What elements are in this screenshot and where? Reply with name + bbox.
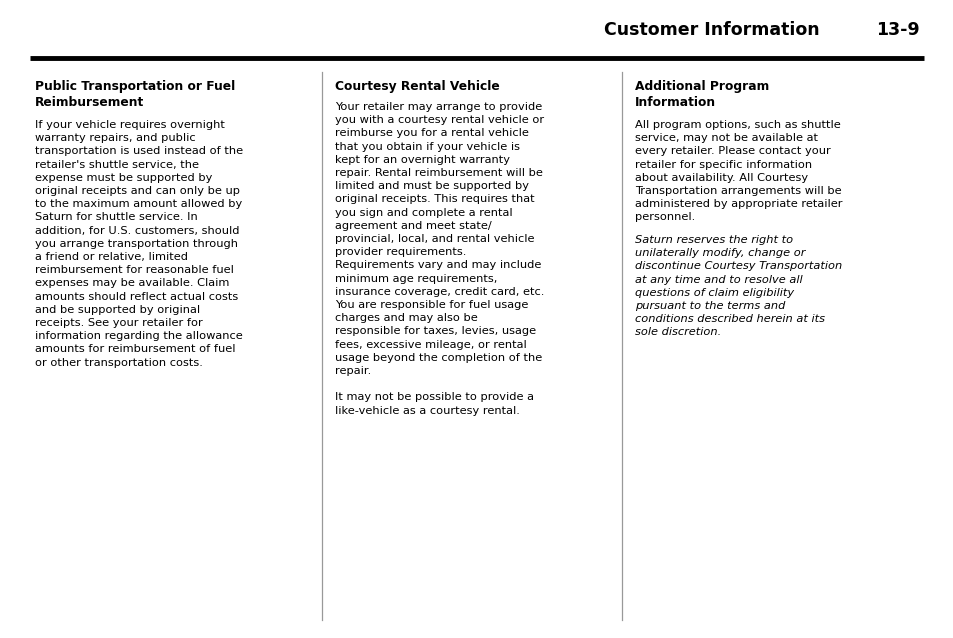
Text: Additional Program
Information: Additional Program Information <box>635 80 768 109</box>
Text: Customer Information: Customer Information <box>604 21 820 39</box>
Text: All program options, such as shuttle
service, may not be available at
every reta: All program options, such as shuttle ser… <box>635 120 841 223</box>
Text: Your retailer may arrange to provide
you with a courtesy rental vehicle or
reimb: Your retailer may arrange to provide you… <box>335 102 544 415</box>
Text: 13-9: 13-9 <box>876 21 919 39</box>
Text: Courtesy Rental Vehicle: Courtesy Rental Vehicle <box>335 80 499 93</box>
Text: Saturn reserves the right to
unilaterally modify, change or
discontinue Courtesy: Saturn reserves the right to unilaterall… <box>635 235 841 338</box>
Text: If your vehicle requires overnight
warranty repairs, and public
transportation i: If your vehicle requires overnight warra… <box>35 120 243 367</box>
Text: Public Transportation or Fuel
Reimbursement: Public Transportation or Fuel Reimbursem… <box>35 80 235 109</box>
